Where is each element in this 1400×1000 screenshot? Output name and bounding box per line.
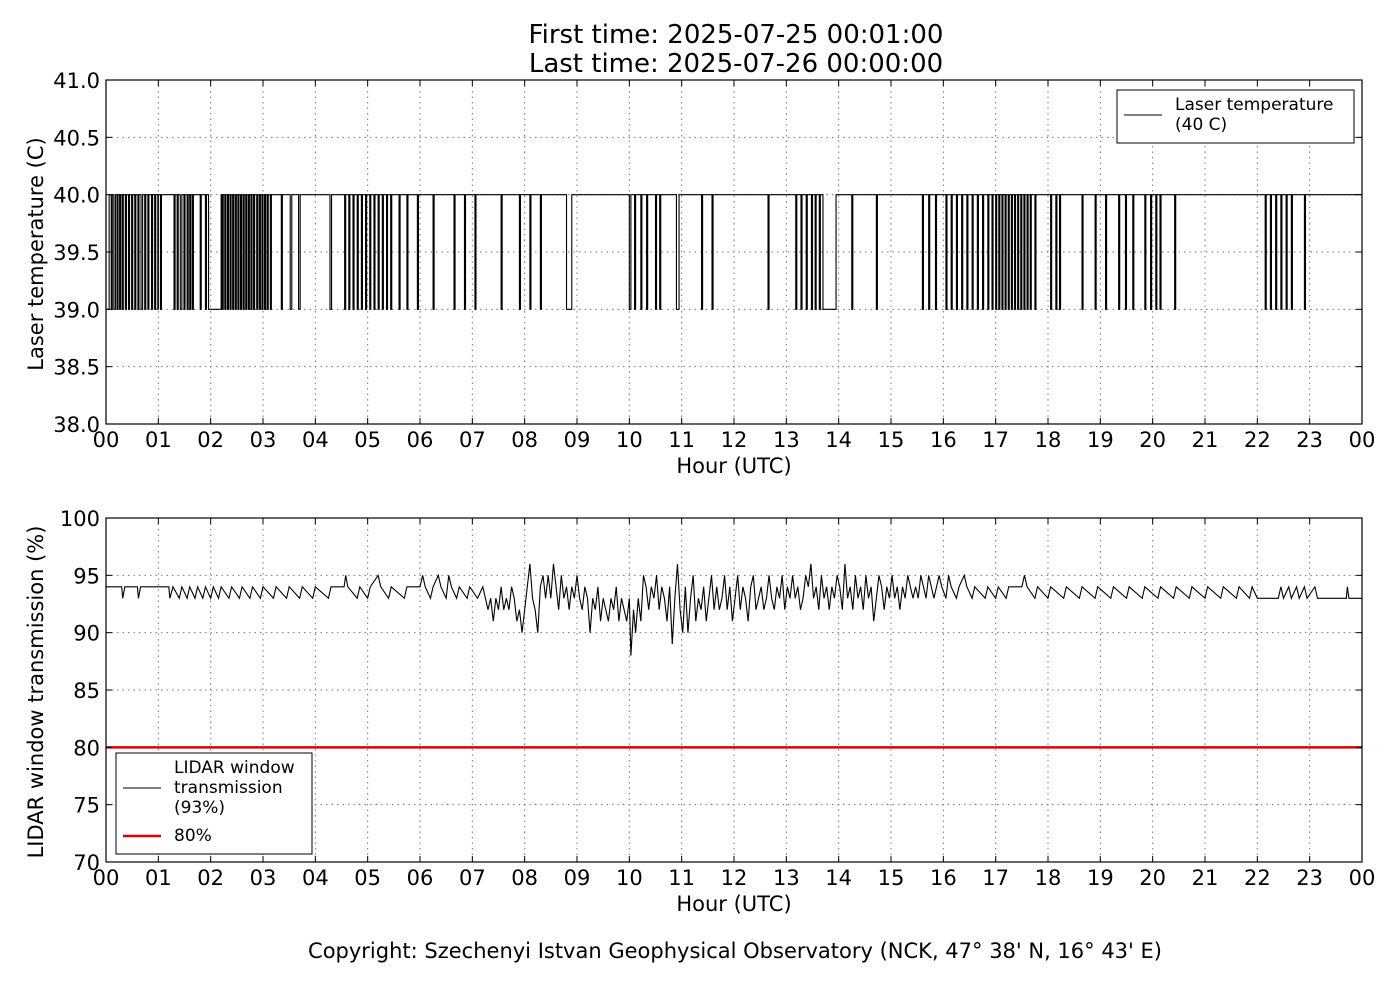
x-tick-label: 07 <box>459 428 486 452</box>
title-line-1: First time: 2025-07-25 00:01:00 <box>529 20 944 50</box>
lidar-transmission-y-axis-label: LIDAR window transmission (%) <box>24 526 48 859</box>
x-tick-label: 20 <box>1139 866 1166 890</box>
y-tick-label: 40.5 <box>53 126 100 150</box>
x-tick-label: 00 <box>93 866 120 890</box>
x-tick-label: 15 <box>878 866 905 890</box>
x-tick-label: 03 <box>250 428 277 452</box>
x-tick-label: 12 <box>721 428 748 452</box>
x-tick-label: 04 <box>302 428 329 452</box>
x-tick-label: 16 <box>930 866 957 890</box>
x-tick-label: 22 <box>1244 866 1271 890</box>
x-tick-label: 00 <box>93 428 120 452</box>
x-tick-label: 23 <box>1296 428 1323 452</box>
y-tick-label: 40.0 <box>53 184 100 208</box>
x-tick-label: 11 <box>668 428 695 452</box>
x-tick-label: 15 <box>878 428 905 452</box>
figure-title: First time: 2025-07-25 00:01:00 Last tim… <box>529 20 944 79</box>
legend-box <box>1116 89 1355 144</box>
series-line-0 <box>106 563 1362 656</box>
x-tick-label: 06 <box>407 866 434 890</box>
x-tick-label: 05 <box>354 428 381 452</box>
laser-temperature-y-axis-label: Laser temperature (C) <box>24 137 48 370</box>
y-tick-label: 38.0 <box>53 413 100 437</box>
x-tick-label: 19 <box>1087 428 1114 452</box>
x-tick-label: 03 <box>250 866 277 890</box>
laser-temperature-x-axis-label: Hour (UTC) <box>676 454 791 478</box>
y-tick-label: 39.5 <box>53 241 100 265</box>
x-tick-label: 09 <box>564 428 591 452</box>
title-line-2: Last time: 2025-07-26 00:00:00 <box>529 49 943 79</box>
x-tick-label: 23 <box>1296 866 1323 890</box>
x-tick-label: 08 <box>511 428 538 452</box>
laser-temperature-chart: 00 01 02 03 04 05 06 07 08 09 10 11 12 13 14 15 16 17 18 19… <box>24 69 1375 478</box>
x-tick-label: 17 <box>982 866 1009 890</box>
y-tick-label: 41.0 <box>53 69 100 93</box>
legend-entry-label: LIDAR window transmission (93%) <box>174 758 295 818</box>
x-tick-label: 11 <box>668 866 695 890</box>
y-tick-label: 39.0 <box>53 298 100 322</box>
lidar-transmission-legend: LIDAR window transmission (93%) 80% <box>115 752 313 855</box>
lidar-transmission-plot <box>106 563 1362 749</box>
x-tick-label: 04 <box>302 866 329 890</box>
x-tick-label: 22 <box>1244 428 1271 452</box>
x-tick-label: 21 <box>1192 428 1219 452</box>
x-tick-label: 18 <box>1035 428 1062 452</box>
x-tick-label: 00 <box>1349 866 1376 890</box>
x-tick-label: 02 <box>197 428 224 452</box>
laser-temperature-ticks: 00 01 02 03 04 05 06 07 08 09 10 11 12 13 14 15 16 17 18 19… <box>53 69 1375 452</box>
x-tick-label: 21 <box>1192 866 1219 890</box>
x-tick-label: 08 <box>511 866 538 890</box>
lidar-transmission-chart: 00 01 02 03 04 05 06 07 08 09 10 11 12 13 14 15 16 17 18 19… <box>24 507 1375 916</box>
x-tick-label: 05 <box>354 866 381 890</box>
x-tick-label: 17 <box>982 428 1009 452</box>
legend-entry-label: 80% <box>174 826 212 846</box>
y-tick-label: 75 <box>73 794 100 818</box>
laser-temperature-plot <box>105 194 1362 310</box>
y-tick-label: 90 <box>73 622 100 646</box>
x-tick-label: 14 <box>825 866 852 890</box>
y-tick-label: 100 <box>60 507 100 531</box>
x-tick-label: 12 <box>721 866 748 890</box>
lidar-transmission-x-axis-label: Hour (UTC) <box>676 892 791 916</box>
x-tick-label: 09 <box>564 866 591 890</box>
copyright-text: Copyright: Szechenyi Istvan Geophysical … <box>308 939 1162 963</box>
y-tick-label: 85 <box>73 679 100 703</box>
x-tick-label: 02 <box>197 866 224 890</box>
x-tick-label: 10 <box>616 428 643 452</box>
lidar-transmission-ticks: 00 01 02 03 04 05 06 07 08 09 10 11 12 13 14 15 16 17 18 19… <box>60 507 1375 890</box>
y-tick-label: 95 <box>73 564 100 588</box>
x-tick-label: 06 <box>407 428 434 452</box>
x-tick-label: 01 <box>145 866 172 890</box>
x-tick-label: 00 <box>1349 428 1376 452</box>
x-tick-label: 01 <box>145 428 172 452</box>
x-tick-label: 13 <box>773 866 800 890</box>
x-tick-label: 13 <box>773 428 800 452</box>
legend-entry-label: Laser temperature (40 C) <box>1175 95 1333 135</box>
y-tick-label: 38.5 <box>53 356 100 380</box>
y-tick-label: 70 <box>73 851 100 875</box>
x-tick-label: 14 <box>825 428 852 452</box>
y-tick-label: 80 <box>73 736 100 760</box>
x-tick-label: 20 <box>1139 428 1166 452</box>
laser-temperature-legend: Laser temperature (40 C) <box>1116 89 1355 144</box>
series-line-0 <box>105 194 1362 310</box>
x-tick-label: 07 <box>459 866 486 890</box>
x-tick-label: 19 <box>1087 866 1114 890</box>
x-tick-label: 10 <box>616 866 643 890</box>
x-tick-label: 16 <box>930 428 957 452</box>
x-tick-label: 18 <box>1035 866 1062 890</box>
